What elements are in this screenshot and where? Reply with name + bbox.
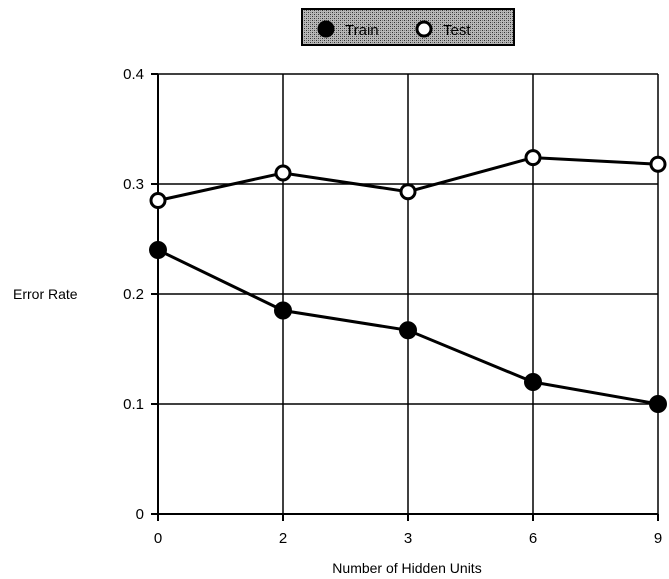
- x-tick-labels: 0 2 3 6 9: [154, 530, 662, 547]
- test-point: [524, 149, 542, 167]
- y-tick-label: 0.1: [123, 396, 144, 413]
- test-point: [149, 192, 167, 209]
- gridlines: [158, 73, 659, 514]
- legend: Train Test: [301, 8, 515, 46]
- legend-box: [301, 8, 515, 46]
- x-tick-label: 0: [154, 530, 162, 547]
- legend-test-label: Test: [443, 22, 471, 39]
- series-markers: [149, 149, 667, 413]
- test-point: [649, 155, 667, 173]
- legend-test-marker-icon: [415, 20, 433, 38]
- legend-train-marker-icon: [317, 20, 335, 38]
- train-point: [399, 321, 417, 340]
- x-tick-label: 9: [654, 530, 662, 547]
- train-point: [149, 241, 167, 259]
- axes: [151, 73, 659, 521]
- y-tick-labels: 0 0.1 0.2 0.3 0.4: [123, 66, 144, 523]
- y-tick-label: 0.4: [123, 66, 144, 83]
- x-tick-label: 2: [279, 530, 287, 547]
- legend-train-label: Train: [345, 22, 379, 39]
- x-axis-title: Number of Hidden Units: [332, 560, 481, 576]
- y-axis-title: Error Rate: [13, 286, 78, 302]
- y-tick-label: 0.3: [123, 176, 144, 193]
- train-point: [524, 373, 542, 391]
- y-tick-label: 0: [136, 506, 144, 523]
- train-point: [649, 395, 667, 413]
- y-tick-label: 0.2: [123, 286, 144, 303]
- x-tick-label: 6: [529, 530, 537, 547]
- x-tick-label: 3: [404, 530, 412, 547]
- test-point: [274, 164, 292, 182]
- train-point: [274, 301, 292, 320]
- test-point: [399, 183, 417, 201]
